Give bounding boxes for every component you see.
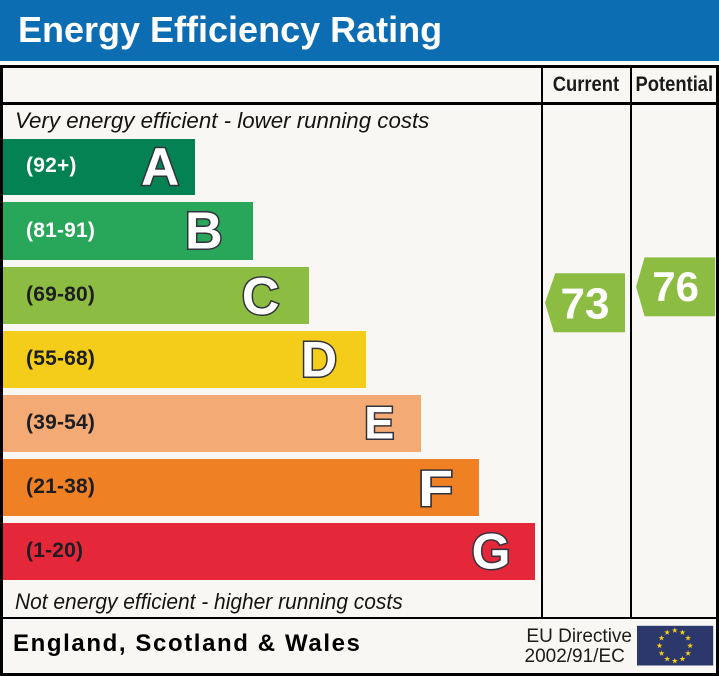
svg-text:A: A bbox=[141, 138, 179, 197]
svg-text:C: C bbox=[242, 268, 280, 326]
svg-text:76: 76 bbox=[652, 263, 699, 310]
svg-text:D: D bbox=[301, 332, 337, 388]
svg-text:G: G bbox=[472, 524, 511, 580]
svg-text:73: 73 bbox=[561, 280, 610, 329]
svg-text:E: E bbox=[364, 398, 394, 449]
svg-text:B: B bbox=[185, 202, 223, 260]
svg-text:F: F bbox=[418, 460, 453, 517]
